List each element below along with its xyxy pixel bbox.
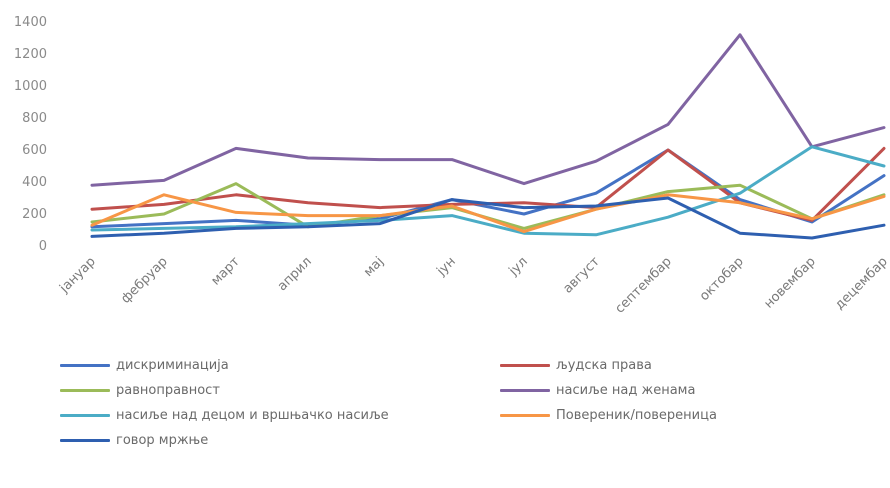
series-line-6 xyxy=(90,193,886,234)
legend-swatch xyxy=(60,389,110,392)
legend-swatch xyxy=(60,414,110,417)
legend-label: дискриминација xyxy=(116,358,229,373)
x-tick-label: новембар xyxy=(761,254,818,311)
legend-label: Повереник/повереница xyxy=(556,408,717,423)
legend-item: дискриминација xyxy=(60,358,229,373)
x-tick-label: јануар xyxy=(56,254,98,296)
series-line-1 xyxy=(90,148,886,229)
y-tick-label: 1000 xyxy=(14,79,47,94)
series-line-7 xyxy=(90,196,886,240)
legend-swatch xyxy=(500,389,550,392)
y-tick-label: 800 xyxy=(22,111,47,126)
y-tick-label: 0 xyxy=(39,239,47,254)
legend-label: насиље над децом и вршњачко насиље xyxy=(116,408,389,423)
legend-swatch xyxy=(500,414,550,417)
legend-swatch xyxy=(60,364,110,367)
line-chart: 0 200 400 600 800 1000 1200 1400 јануар фебруар ма… xyxy=(14,15,890,317)
x-tick-label: март xyxy=(208,254,243,289)
x-tick-label: мај xyxy=(361,254,387,280)
y-tick-label: 600 xyxy=(22,143,47,158)
y-tick-label: 200 xyxy=(22,207,47,222)
x-tick-label: децембар xyxy=(832,254,890,313)
y-tick-label: 1400 xyxy=(14,15,47,30)
legend-item: говор мржње xyxy=(60,433,208,448)
legend-item: Повереник/повереница xyxy=(500,408,717,423)
legend-item: равноправност xyxy=(60,383,220,398)
legend-swatch xyxy=(500,364,550,367)
y-tick-label: 400 xyxy=(22,175,47,190)
legend-label: говор мржње xyxy=(116,433,209,448)
legend-item: насиље над женама xyxy=(500,383,695,398)
x-tick-label: јун xyxy=(434,254,459,279)
legend-label: насиље над женама xyxy=(556,383,696,398)
series-line-4 xyxy=(90,33,886,187)
x-tick-label: април xyxy=(275,254,315,294)
legend-swatch xyxy=(60,439,110,442)
legend-label: равноправност xyxy=(116,383,220,398)
legend-label: људска права xyxy=(556,358,652,373)
series-line-5 xyxy=(90,145,886,237)
legend-item: људска права xyxy=(500,358,652,373)
x-tick-label: фебруар xyxy=(118,254,171,307)
x-tick-label: септембар xyxy=(612,254,674,316)
x-tick-label: јул xyxy=(506,254,531,279)
x-tick-label: октобар xyxy=(697,254,747,304)
x-tick-label: август xyxy=(560,254,603,297)
y-tick-label: 1200 xyxy=(14,47,47,62)
legend-item: насиље над децом и вршњачко насиље xyxy=(60,408,389,423)
